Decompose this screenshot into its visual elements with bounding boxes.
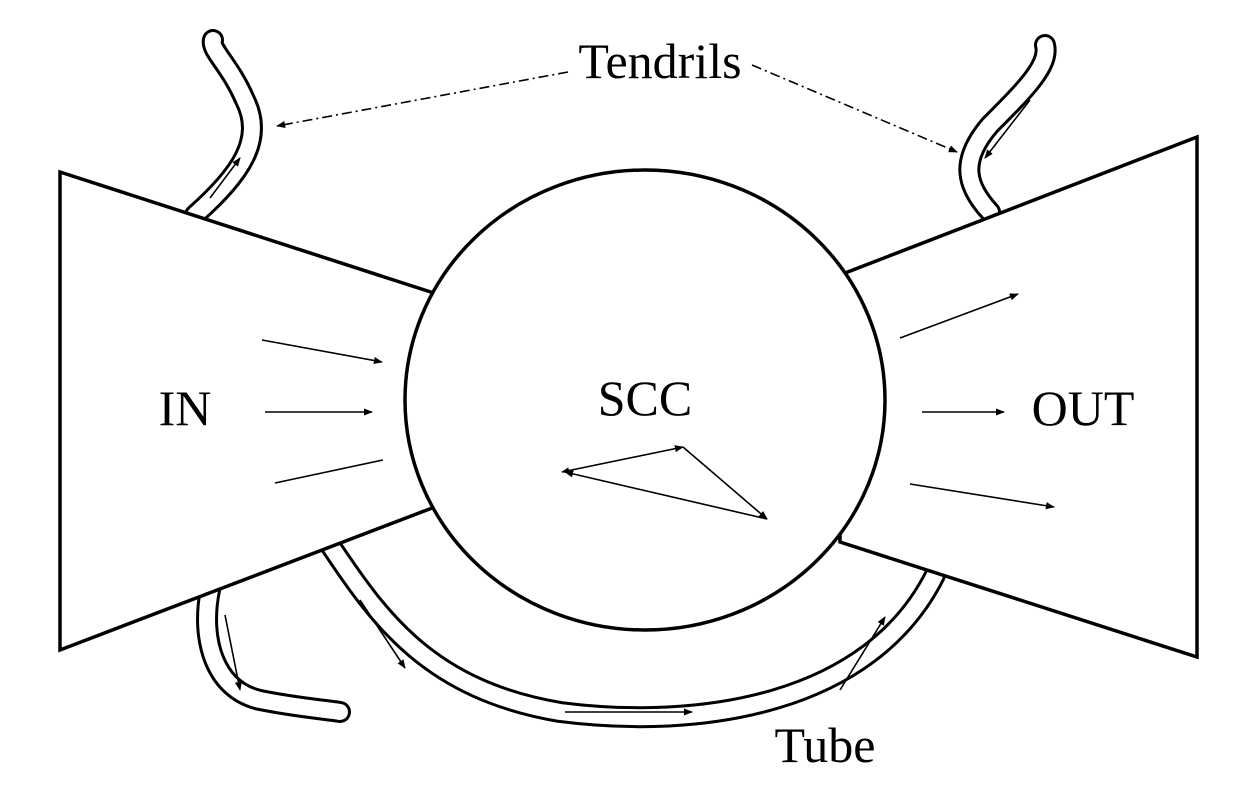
scc-cycle-arrows [561, 445, 768, 520]
in-flow-line [274, 459, 384, 484]
tendril-bottom-left-arrow [224, 614, 242, 691]
out-arrows [899, 293, 1055, 510]
scc-label: SCC [598, 370, 693, 426]
tube-arrow-1 [359, 599, 406, 669]
tendril-top-right [958, 34, 1057, 223]
tube-path [319, 534, 946, 729]
tendrils-pointer-left [276, 71, 569, 129]
out-label: OUT [1032, 380, 1135, 436]
tendril-top-right-arrow [984, 99, 1031, 159]
in-arrow-1 [261, 339, 383, 365]
tendril-bottom-left [196, 579, 351, 723]
in-arrows [261, 339, 384, 484]
in-component [58, 169, 442, 653]
tendrils-label: Tendrils [578, 33, 741, 89]
tendril-top-left [184, 29, 263, 226]
tendrils-pointers [276, 64, 958, 153]
scc-cycle-arrow-3 [564, 470, 768, 520]
tendrils-pointer-right [751, 64, 958, 153]
out-arrow-1 [899, 293, 1019, 339]
out-arrow-3 [909, 483, 1055, 510]
in-label: IN [159, 380, 212, 436]
out-component [838, 134, 1199, 660]
tendril-top-left-arrow [209, 157, 241, 199]
scc-cycle-arrow-1 [561, 445, 684, 474]
scc-cycle-arrow-2 [682, 446, 768, 520]
tube-arrow-3 [839, 616, 886, 691]
tube-label: Tube [775, 717, 876, 773]
